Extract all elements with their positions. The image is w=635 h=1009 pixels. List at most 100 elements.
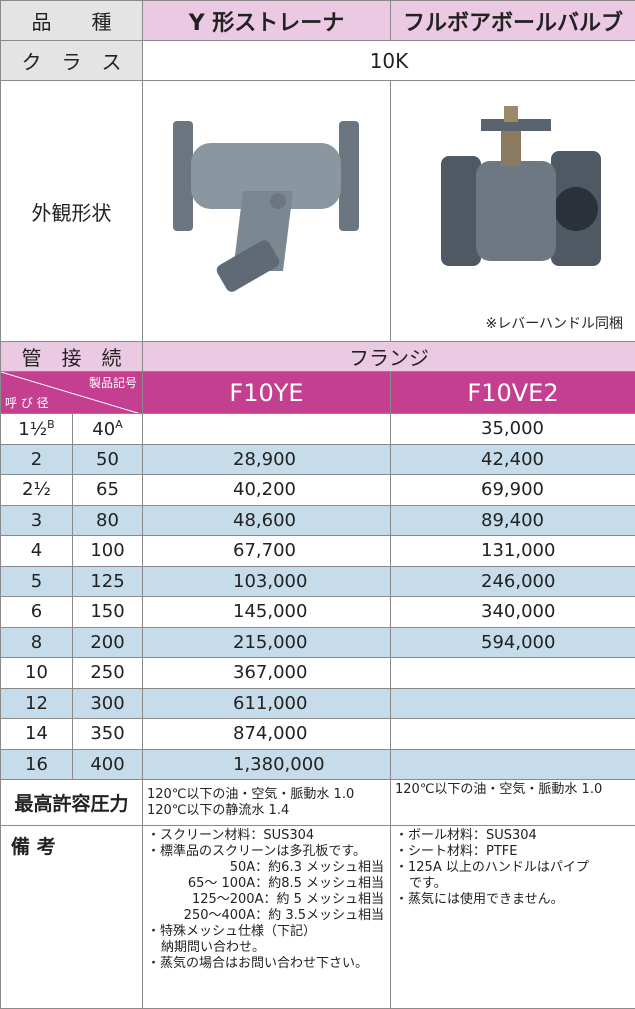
appearance-label: 外観形状: [1, 81, 143, 342]
price: 103,000: [143, 566, 391, 597]
text-line: 65～ 100A：約8.5 メッシュ相当: [147, 876, 386, 892]
text-line: です。: [395, 876, 631, 892]
row: ク ラ ス 10K: [1, 41, 635, 81]
unit: A: [115, 418, 123, 431]
size-b: 14: [1, 719, 73, 750]
model-code: F10YE: [143, 372, 391, 414]
text-line: ・蒸気の場合はお問い合わせ下さい。: [147, 956, 386, 972]
size-a-value: 125: [90, 571, 124, 592]
text-line: 120℃以下の静流水 1.4: [147, 803, 386, 819]
text-line: 納期問い合わせ。: [147, 940, 386, 956]
diagonal-bottom: 呼 び 径: [5, 394, 49, 411]
text-line: 50A：約6.3 メッシュ相当: [147, 860, 386, 876]
image-cell: [143, 81, 391, 342]
size-b: 4: [1, 536, 73, 567]
size-b-value: 14: [25, 723, 48, 744]
size-a: 150: [73, 597, 143, 628]
price: 35,000: [391, 414, 635, 445]
pressure-label: 最高許容圧力: [1, 780, 143, 826]
size-a: 40A: [73, 414, 143, 445]
size-a: 300: [73, 688, 143, 719]
size-b: 5: [1, 566, 73, 597]
price: [391, 719, 635, 750]
y-strainer-image: [143, 81, 389, 337]
size-a: 200: [73, 627, 143, 658]
size-a-value: 250: [90, 662, 124, 683]
text-line: ・ボール材料：SUS304: [395, 828, 631, 844]
size-b: 10: [1, 658, 73, 689]
remarks-cell: ・スクリーン材料：SUS304・標準品のスクリーンは多孔板です。50A：約6.3…: [143, 826, 391, 1009]
price: 145,000: [143, 597, 391, 628]
price: [391, 688, 635, 719]
diagonal-cell: 製品記号 呼 び 径: [1, 372, 143, 414]
text-line: ・シート材料：PTFE: [395, 844, 631, 860]
price: 89,400: [391, 505, 635, 536]
size-b-value: 8: [31, 632, 42, 653]
size-b-value: 16: [25, 754, 48, 775]
size-b: 1½B: [1, 414, 73, 445]
row: 14 350 874,000: [1, 719, 635, 750]
model-code: F10VE2: [391, 372, 635, 414]
size-a-value: 300: [90, 693, 124, 714]
unit: B: [47, 418, 55, 431]
row: 10 250 367,000: [1, 658, 635, 689]
class-label: ク ラ ス: [1, 41, 143, 81]
size-b: 6: [1, 597, 73, 628]
size-b-value: 3: [31, 510, 42, 531]
text-line: 125～200A：約 5 メッシュ相当: [147, 892, 386, 908]
connection-label: 管 接 続: [1, 342, 143, 372]
remarks-cell: ・ボール材料：SUS304・シート材料：PTFE・125A 以上のハンドルはパイ…: [391, 826, 635, 1009]
price: 1,380,000: [143, 749, 391, 780]
size-b: 2½: [1, 475, 73, 506]
text-line: ・蒸気には使用できません。: [395, 892, 631, 908]
product-name: フルボアボールバルブ: [391, 1, 635, 41]
size-a-value: 150: [90, 601, 124, 622]
size-b-value: 10: [25, 662, 48, 683]
price: 28,900: [143, 444, 391, 475]
text-line: 120℃以下の油・空気・脈動水 1.0: [147, 787, 386, 803]
price: [391, 658, 635, 689]
size-a-value: 200: [90, 632, 124, 653]
price: 246,000: [391, 566, 635, 597]
size-a-value: 100: [90, 540, 124, 561]
size-a: 125: [73, 566, 143, 597]
row: 外観形状 ※レバーハンドル同梱: [1, 81, 635, 342]
size-a-value: 80: [96, 510, 119, 531]
price: [391, 749, 635, 780]
price: 215,000: [143, 627, 391, 658]
price: 874,000: [143, 719, 391, 750]
size-b: 16: [1, 749, 73, 780]
text-line: ・125A 以上のハンドルはパイプ: [395, 860, 631, 876]
header-label: 品 種: [1, 1, 143, 41]
size-a: 400: [73, 749, 143, 780]
size-b-value: 5: [31, 571, 42, 592]
size-a: 350: [73, 719, 143, 750]
size-a-value: 40: [92, 419, 115, 440]
row: 製品記号 呼 び 径 F10YE F10VE2: [1, 372, 635, 414]
size-a: 250: [73, 658, 143, 689]
size-a-value: 50: [96, 449, 119, 470]
price: 594,000: [391, 627, 635, 658]
ball-valve-image: [391, 81, 635, 301]
size-a-value: 400: [90, 754, 124, 775]
size-a-value: 350: [90, 723, 124, 744]
price: 40,200: [143, 475, 391, 506]
text-line: 120℃以下の油・空気・脈動水 1.0: [395, 782, 631, 798]
row: 管 接 続 フランジ: [1, 342, 635, 372]
note: ※レバーハンドル同梱: [486, 313, 623, 333]
size-a: 80: [73, 505, 143, 536]
size-b-value: 4: [31, 540, 42, 561]
price: [143, 414, 391, 445]
price: 67,700: [143, 536, 391, 567]
price: 367,000: [143, 658, 391, 689]
connection-value: フランジ: [143, 342, 635, 372]
